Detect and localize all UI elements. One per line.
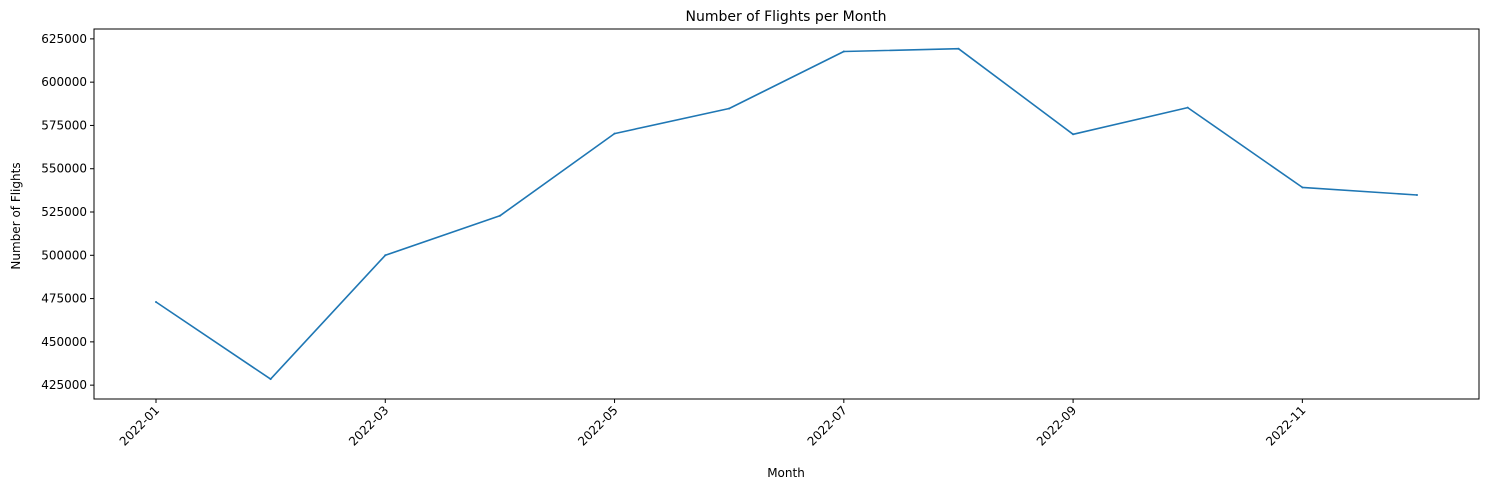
y-tick-label: 450000 <box>41 335 87 349</box>
x-axis-label: Month <box>767 466 805 480</box>
y-tick-label: 525000 <box>41 205 87 219</box>
y-axis-label: Number of Flights <box>9 162 23 269</box>
data-point <box>498 214 501 217</box>
y-axis: 425000 450000 475000 500000 525000 550000 5750… <box>41 32 94 392</box>
data-point <box>1416 194 1418 196</box>
y-tick-label: 500000 <box>41 248 87 262</box>
y-tick-label: 475000 <box>41 292 87 306</box>
plot-frame <box>93 28 1480 400</box>
y-tick-label: 425000 <box>41 378 87 392</box>
y-tick-label: 600000 <box>41 75 87 89</box>
data-point <box>957 47 960 50</box>
data-point <box>1072 133 1075 136</box>
x-tick-label: 2022-09 <box>1034 403 1079 448</box>
y-tick-label: 550000 <box>41 162 87 176</box>
data-point <box>384 254 387 257</box>
x-axis: 2022-01 2022-03 2022-05 2022-07 2022-09 2022-… <box>117 399 1309 449</box>
y-tick-label: 575000 <box>41 118 87 132</box>
data-point <box>1301 186 1304 189</box>
x-tick-label: 2022-05 <box>575 403 620 448</box>
data-point <box>728 107 731 110</box>
plot-area <box>93 28 1480 400</box>
data-point <box>155 301 157 303</box>
data-point <box>269 378 272 381</box>
chart-title: Number of Flights per Month <box>685 9 886 25</box>
x-tick-label: 2022-01 <box>117 403 162 448</box>
x-tick-label: 2022-03 <box>346 403 391 448</box>
y-tick-label: 625000 <box>41 32 87 46</box>
series-line-0 <box>155 47 1418 380</box>
x-tick-label: 2022-07 <box>805 403 850 448</box>
x-tick-label: 2022-11 <box>1263 403 1308 448</box>
data-point <box>613 132 616 135</box>
data-point <box>842 50 845 53</box>
data-point <box>1186 106 1189 109</box>
